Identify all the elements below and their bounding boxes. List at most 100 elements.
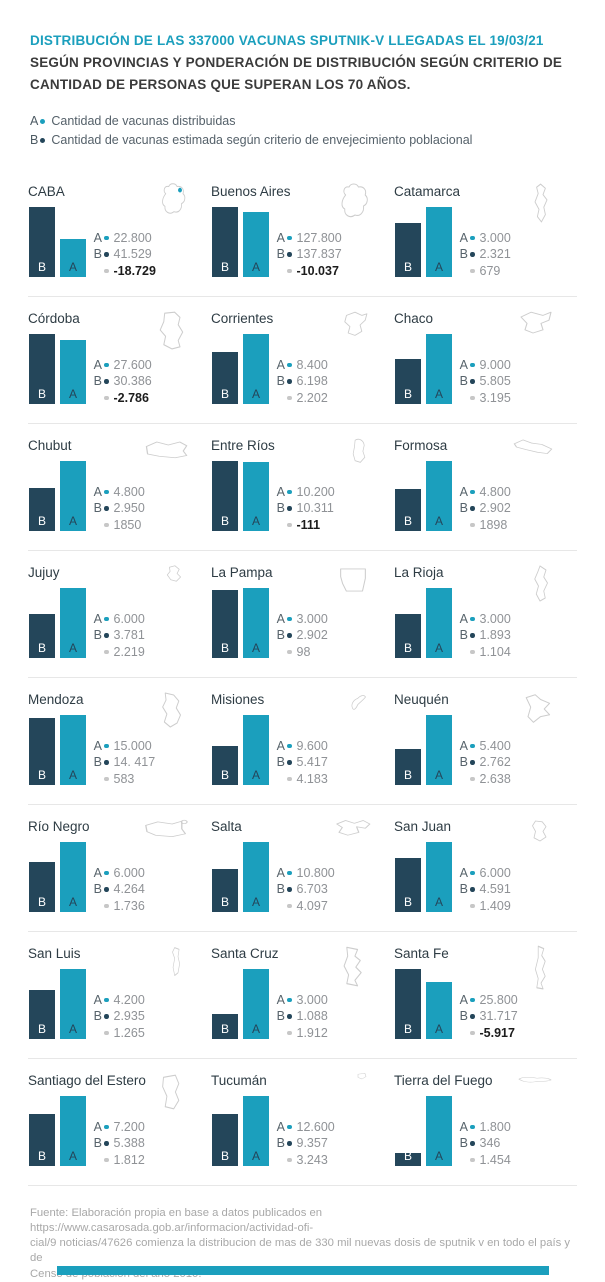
value-key-a: A [459,611,468,626]
navy-bullet-icon [287,760,292,765]
province-name: San Luis [28,946,81,961]
value-row-diff: 98 [273,644,328,661]
value-list: A 25.800 B 31.717 -5.917 [456,992,518,1042]
province-panel-chaco: Chaco B A A 9.000 B 5.805 3.195 [394,297,577,423]
bar-a: A [426,1096,452,1166]
province-row: Santiago del Estero B A A 7.200 B 5.388 1.… [28,1059,577,1186]
value-row-b: B 2.935 [90,1008,145,1025]
value-a: 4.200 [113,992,145,1007]
bar-b-label: B [220,260,229,274]
bar-a-label: A [251,260,260,274]
value-list: A 1.800 B 346 1.454 [456,1119,511,1169]
navy-bullet-icon [287,633,292,638]
bar-a-label: A [251,514,260,528]
bar-b: B [29,207,55,277]
province-name: Tucumán [211,1073,267,1088]
navy-bullet-icon [470,887,475,892]
value-row-a: A 127.800 [273,230,342,247]
bar-b-label: B [37,514,46,528]
value-key-a: A [276,230,285,245]
value-diff: 2.219 [113,644,145,659]
bar-a-label: A [68,1022,77,1036]
navy-bullet-icon [104,887,109,892]
value-row-b: B 4.264 [90,881,145,898]
bar-a-label: A [434,514,443,528]
gray-bullet-icon [470,268,475,273]
value-a: 3.000 [296,611,328,626]
value-key-b: B [276,374,285,388]
province-row: Jujuy B A A 6.000 B 3.781 2.219 La Pampa B… [28,551,577,678]
bar-b-label: B [220,641,229,655]
value-b: 9.357 [296,1136,328,1150]
bar-b-label: B [403,387,412,401]
bar-b: B [212,746,238,785]
map-santacruz-icon [343,946,362,987]
value-row-b: B 31.717 [456,1008,518,1025]
bar-chart: B A [29,715,86,785]
value-list: A 12.600 B 9.357 3.243 [273,1119,335,1169]
value-row-b: B 41.529 [90,246,156,263]
value-key-a: A [93,992,102,1007]
value-row-diff: 1850 [90,517,145,534]
map-chubut-icon [145,441,188,459]
province-name: Chubut [28,438,72,453]
map-sanluis-icon [172,947,180,976]
value-list: A 127.800 B 137.837 -10.037 [273,230,342,280]
province-row: San Luis B A A 4.200 B 2.935 1.265 Santa C… [28,932,577,1059]
bar-chart: B A [29,1096,86,1166]
bar-b-label: B [220,1022,229,1036]
value-a: 9.000 [479,357,511,372]
value-row-b: B 137.837 [273,246,342,263]
teal-bullet-icon [287,235,292,240]
value-row-a: A 15.000 [90,738,155,755]
value-key-a: A [459,230,468,245]
bar-b-label: B [37,1022,46,1036]
province-name: Santa Fe [394,946,449,961]
bar-b-label: B [220,514,229,528]
value-row-diff: 1.104 [456,644,511,661]
map-buenosaires-icon [341,183,368,218]
value-key-a: A [276,992,285,1007]
bar-a: A [60,239,86,277]
bar-a: A [243,588,269,658]
gray-bullet-icon [287,1157,292,1162]
gray-bullet-icon [104,1157,109,1162]
province-name: Córdoba [28,311,80,326]
bar-b-label: B [220,895,229,909]
value-row-b: B 30.386 [90,373,152,390]
teal-bullet-icon [104,616,109,621]
bar-b: B [395,489,421,531]
gray-bullet-icon [287,395,292,400]
province-name: Catamarca [394,184,461,199]
bar-a: A [243,462,269,531]
value-b: 137.837 [296,247,342,261]
bar-b: B [395,749,421,785]
province-panel-catamarca: Catamarca B A A 3.000 B 2.321 679 [394,170,577,296]
gray-bullet-icon [287,776,292,781]
teal-bullet-icon [470,489,475,494]
navy-bullet-icon [104,252,109,257]
value-key-b: B [459,501,468,515]
page-title: DISTRIBUCIÓN DE LAS 337000 VACUNAS SPUTN… [30,30,578,96]
value-row-diff: -10.037 [273,263,342,280]
teal-bullet-icon [104,362,109,367]
bar-a-label: A [251,1149,260,1163]
bar-a-label: A [68,260,77,274]
value-row-a: A 3.000 [273,611,328,628]
bar-b-label: B [403,1149,412,1163]
map-catamarca-icon [534,183,548,223]
value-key-b: B [459,374,468,388]
map-misiones-icon [351,695,366,710]
value-row-b: B 5.388 [90,1135,145,1152]
value-diff: 1.736 [113,898,145,913]
gray-bullet-icon [470,649,475,654]
province-panel-salta: Salta B A A 10.800 B 6.703 4.097 [211,805,394,931]
teal-bullet-icon [470,743,475,748]
value-row-a: A 6.000 [90,611,145,628]
bar-chart: B A [212,715,269,785]
value-key-a: A [276,1119,285,1134]
value-key-b: B [459,755,468,769]
value-row-a: A 9.000 [456,357,511,374]
value-key-b: B [93,247,102,261]
value-row-a: A 7.200 [90,1119,145,1136]
